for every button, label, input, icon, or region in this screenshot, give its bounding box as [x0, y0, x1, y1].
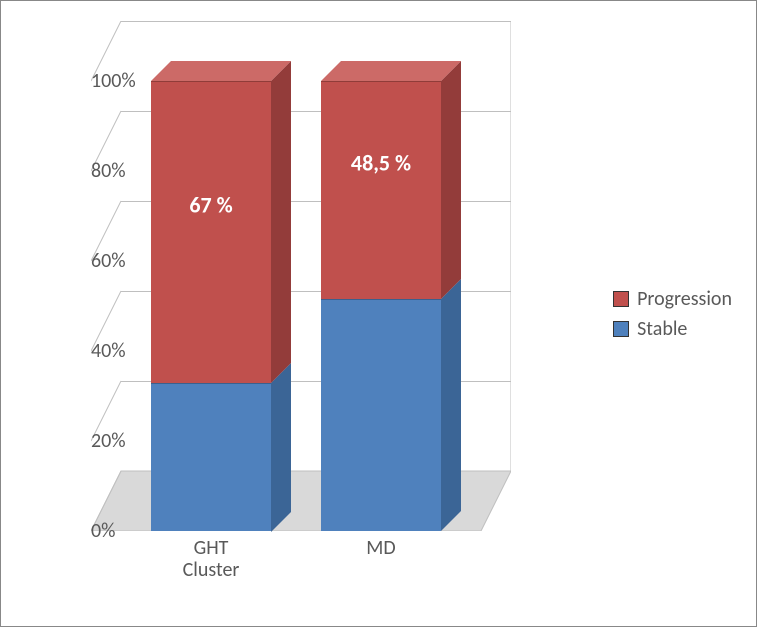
legend-swatch [613, 291, 629, 307]
bar-segment [321, 299, 441, 531]
bar-side [271, 61, 291, 383]
bar-side [441, 279, 461, 531]
legend-label: Progression [637, 287, 732, 311]
x-axis-label: MD [301, 537, 461, 559]
plot-area: 0%20%40%60%80%100% GHTClusterMD 67 %48,5… [91, 21, 511, 531]
bar-value-label: 67 % [189, 191, 232, 218]
bar-side [441, 61, 461, 299]
legend-item: Stable [613, 317, 732, 341]
bar-segment [321, 81, 441, 299]
legend-label: Stable [637, 317, 687, 341]
bar [321, 81, 441, 531]
bar-side [271, 363, 291, 532]
bar-value-label: 48,5 % [351, 150, 411, 177]
legend: Progression Stable [613, 281, 732, 347]
legend-item: Progression [613, 287, 732, 311]
chart-container: 0%20%40%60%80%100% GHTClusterMD 67 %48,5… [0, 0, 757, 627]
bar-top [151, 61, 291, 81]
bar [151, 81, 271, 531]
bar-segment [151, 383, 271, 532]
legend-swatch [613, 321, 629, 337]
bar-top [321, 61, 461, 81]
bar-segment [151, 81, 271, 383]
x-axis-label: GHTCluster [131, 537, 291, 581]
